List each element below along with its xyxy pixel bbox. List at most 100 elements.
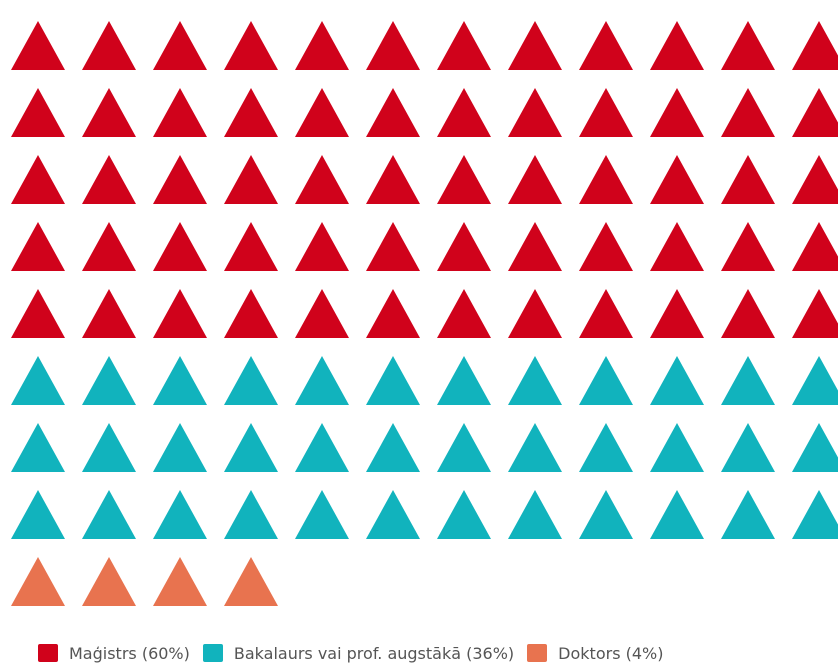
waffle-triangle-2-25: [11, 490, 65, 539]
waffle-triangle-2-2: [82, 356, 136, 405]
waffle-triangle-1-40: [224, 222, 278, 271]
waffle-triangle-1-38: [82, 222, 136, 271]
waffle-triangle-1-31: [437, 155, 491, 204]
legend-swatch-bakalaurs: [202, 644, 223, 662]
waffle-triangle-3-1: [11, 557, 65, 606]
waffle-triangle-1-13: [11, 88, 65, 137]
waffle-triangle-2-19: [437, 423, 491, 472]
waffle-triangle-1-42: [366, 222, 420, 271]
waffle-triangle-1-44: [508, 222, 562, 271]
legend-label-doktors: Doktors (4%): [558, 643, 664, 663]
waffle-triangle-2-8: [508, 356, 562, 405]
waffle-triangle-1-22: [650, 88, 704, 137]
waffle-triangle-1-47: [721, 222, 775, 271]
waffle-triangle-2-5: [295, 356, 349, 405]
waffle-triangle-1-56: [508, 289, 562, 338]
waffle-triangle-2-21: [579, 423, 633, 472]
waffle-triangle-2-18: [366, 423, 420, 472]
waffle-triangle-2-36: [792, 490, 838, 539]
waffle-triangle-2-22: [650, 423, 704, 472]
waffle-triangle-1-19: [437, 88, 491, 137]
legend-swatch-doktors: [527, 644, 548, 662]
waffle-triangle-1-20: [508, 88, 562, 137]
waffle-triangle-2-34: [650, 490, 704, 539]
waffle-triangle-2-12: [792, 356, 838, 405]
waffle-triangle-1-59: [721, 289, 775, 338]
waffle-triangle-1-15: [153, 88, 207, 137]
waffle-triangle-1-60: [792, 289, 838, 338]
waffle-triangle-1-25: [11, 155, 65, 204]
waffle-triangle-2-20: [508, 423, 562, 472]
waffle-triangle-1-28: [224, 155, 278, 204]
waffle-triangle-1-52: [224, 289, 278, 338]
waffle-triangle-1-55: [437, 289, 491, 338]
waffle-triangle-1-24: [792, 88, 838, 137]
waffle-triangle-2-35: [721, 490, 775, 539]
waffle-triangle-1-50: [82, 289, 136, 338]
waffle-triangle-1-49: [11, 289, 65, 338]
waffle-triangle-1-23: [721, 88, 775, 137]
waffle-triangle-1-2: [82, 21, 136, 70]
legend-label-bakalaurs: Bakalaurs vai prof. augstākā (36%): [233, 643, 515, 663]
waffle-triangle-1-10: [650, 21, 704, 70]
waffle-triangle-1-33: [579, 155, 633, 204]
waffle-triangle-2-1: [11, 356, 65, 405]
waffle-triangle-2-17: [295, 423, 349, 472]
waffle-triangle-2-11: [721, 356, 775, 405]
waffle-triangle-1-54: [366, 289, 420, 338]
waffle-triangle-1-3: [153, 21, 207, 70]
waffle-triangle-1-14: [82, 88, 136, 137]
legend-item-bakalaurs[interactable]: Bakalaurs vai prof. augstākā (36%): [202, 643, 515, 663]
legend-swatch-magistrs: [38, 644, 58, 662]
waffle-triangle-1-46: [650, 222, 704, 271]
waffle-triangle-1-36: [792, 155, 838, 204]
waffle-triangle-1-32: [508, 155, 562, 204]
waffle-triangle-1-21: [579, 88, 633, 137]
waffle-triangle-3-2: [82, 557, 136, 606]
waffle-triangle-1-51: [153, 289, 207, 338]
waffle-triangle-1-29: [295, 155, 349, 204]
waffle-triangle-1-7: [437, 21, 491, 70]
waffle-triangle-1-5: [295, 21, 349, 70]
waffle-triangle-1-6: [366, 21, 420, 70]
waffle-triangle-1-48: [792, 222, 838, 271]
waffle-triangle-1-43: [437, 222, 491, 271]
waffle-triangle-1-11: [721, 21, 775, 70]
waffle-triangle-2-30: [366, 490, 420, 539]
waffle-triangle-1-58: [650, 289, 704, 338]
waffle-triangle-2-28: [224, 490, 278, 539]
waffle-triangle-2-26: [82, 490, 136, 539]
waffle-triangle-1-30: [366, 155, 420, 204]
waffle-triangle-2-16: [224, 423, 278, 472]
waffle-triangle-2-24: [792, 423, 838, 472]
waffle-triangle-1-35: [721, 155, 775, 204]
waffle-triangle-1-17: [295, 88, 349, 137]
waffle-triangle-1-16: [224, 88, 278, 137]
waffle-triangle-2-33: [579, 490, 633, 539]
waffle-triangle-2-15: [153, 423, 207, 472]
waffle-triangle-1-41: [295, 222, 349, 271]
waffle-triangle-2-3: [153, 356, 207, 405]
waffle-triangle-1-1: [11, 21, 65, 70]
waffle-triangle-3-4: [224, 557, 278, 606]
waffle-triangle-1-53: [295, 289, 349, 338]
waffle-triangle-2-4: [224, 356, 278, 405]
legend-item-doktors[interactable]: Doktors (4%): [527, 644, 663, 663]
waffle-triangle-2-23: [721, 423, 775, 472]
legend-item-magistrs[interactable]: Maģistrs (60%): [38, 644, 190, 663]
waffle-triangle-1-45: [579, 222, 633, 271]
waffle-triangle-2-27: [153, 490, 207, 539]
waffle-triangle-2-29: [295, 490, 349, 539]
waffle-triangle-1-39: [153, 222, 207, 271]
waffle-triangle-2-31: [437, 490, 491, 539]
waffle-triangle-1-37: [11, 222, 65, 271]
waffle-triangle-1-9: [579, 21, 633, 70]
waffle-triangle-1-57: [579, 289, 633, 338]
waffle-triangle-2-10: [650, 356, 704, 405]
waffle-triangle-2-7: [437, 356, 491, 405]
waffle-triangle-2-14: [82, 423, 136, 472]
waffle-triangle-2-13: [11, 423, 65, 472]
waffle-triangle-1-26: [82, 155, 136, 204]
waffle-triangle-1-34: [650, 155, 704, 204]
